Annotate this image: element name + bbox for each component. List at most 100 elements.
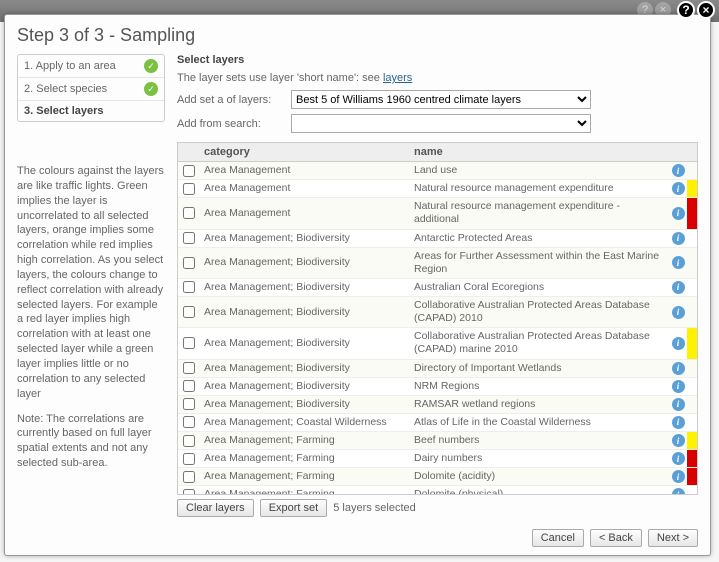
row-checkbox[interactable] [183, 471, 195, 483]
row-name: Collaborative Australian Protected Areas… [410, 328, 669, 358]
add-search-select[interactable] [291, 114, 591, 133]
row-checkbox[interactable] [183, 453, 195, 465]
row-name: Atlas of Life in the Coastal Wilderness [410, 414, 669, 431]
table-row: Area Management; Coastal WildernessAtlas… [178, 414, 697, 432]
row-name: Dairy numbers [410, 450, 669, 467]
row-checkbox[interactable] [183, 337, 195, 349]
cancel-button[interactable]: Cancel [532, 529, 584, 547]
desc-prefix: The layer sets use layer 'short name': s… [177, 72, 383, 84]
info-icon[interactable]: i [672, 470, 685, 483]
wizard-step[interactable]: 3. Select layers [18, 101, 164, 121]
info-icon[interactable]: i [672, 416, 685, 429]
table-row: Area Management; BiodiversityRAMSAR wetl… [178, 396, 697, 414]
row-checkbox[interactable] [183, 183, 195, 195]
step-label: 2. Select species [24, 83, 107, 95]
row-category: Area Management [200, 162, 410, 179]
row-checkbox[interactable] [183, 207, 195, 219]
table-row: Area Management; BiodiversityCollaborati… [178, 297, 697, 328]
row-checkbox[interactable] [183, 165, 195, 177]
clear-layers-button[interactable]: Clear layers [177, 499, 254, 517]
row-checkbox[interactable] [183, 489, 195, 494]
row-name: RAMSAR wetland regions [410, 396, 669, 413]
layers-link[interactable]: layers [383, 72, 412, 84]
info-icon[interactable]: i [672, 281, 685, 294]
table-row: Area ManagementNatural resource manageme… [178, 198, 697, 229]
info-icon[interactable]: i [672, 256, 685, 269]
export-set-button[interactable]: Export set [260, 499, 328, 517]
correlation-indicator [687, 378, 697, 395]
row-checkbox[interactable] [183, 398, 195, 410]
table-body[interactable]: Area ManagementLand useiArea ManagementN… [178, 162, 697, 494]
row-category: Area Management; Biodiversity [200, 230, 410, 247]
wizard-step[interactable]: 1. Apply to an area✓ [18, 55, 164, 78]
correlation-indicator [687, 180, 697, 197]
correlation-indicator [687, 432, 697, 449]
row-name: Dolomite (acidity) [410, 468, 669, 485]
row-checkbox[interactable] [183, 232, 195, 244]
row-checkbox[interactable] [183, 257, 195, 269]
layers-table: category name Area ManagementLand useiAr… [177, 142, 698, 495]
row-checkbox[interactable] [183, 306, 195, 318]
row-checkbox[interactable] [183, 281, 195, 293]
table-row: Area Management; FarmingDairy numbersi [178, 450, 697, 468]
correlation-indicator [687, 279, 697, 296]
correlation-indicator [687, 396, 697, 413]
row-name: Antarctic Protected Areas [410, 230, 669, 247]
table-row: Area Management; FarmingDolomite (physic… [178, 486, 697, 494]
info-icon[interactable]: i [672, 207, 685, 220]
row-category: Area Management; Biodiversity [200, 396, 410, 413]
help-text: The colours against the layers are like … [17, 164, 165, 471]
info-icon[interactable]: i [672, 182, 685, 195]
row-checkbox[interactable] [183, 380, 195, 392]
table-row: Area Management; FarmingBeef numbersi [178, 432, 697, 450]
close-icon[interactable]: × [697, 1, 715, 19]
correlation-indicator [687, 468, 697, 485]
next-button[interactable]: Next > [648, 529, 698, 547]
correlation-indicator [687, 230, 697, 247]
info-icon[interactable]: i [672, 434, 685, 447]
info-icon[interactable]: i [672, 380, 685, 393]
row-category: Area Management; Farming [200, 468, 410, 485]
table-row: Area Management; BiodiversityDirectory o… [178, 360, 697, 378]
info-icon[interactable]: i [672, 398, 685, 411]
table-row: Area ManagementNatural resource manageme… [178, 180, 697, 198]
info-icon[interactable]: i [672, 306, 685, 319]
row-checkbox[interactable] [183, 416, 195, 428]
section-heading: Select layers [177, 54, 698, 66]
help-paragraph-1: The colours against the layers are like … [17, 164, 165, 402]
row-category: Area Management; Biodiversity [200, 248, 410, 278]
row-category: Area Management; Biodiversity [200, 378, 410, 395]
info-icon[interactable]: i [672, 488, 685, 494]
table-row: Area Management; FarmingDolomite (acidit… [178, 468, 697, 486]
row-name: Directory of Important Wetlands [410, 360, 669, 377]
back-button[interactable]: < Back [590, 529, 642, 547]
row-name: NRM Regions [410, 378, 669, 395]
col-category[interactable]: category [200, 143, 410, 161]
info-icon[interactable]: i [672, 337, 685, 350]
row-checkbox[interactable] [183, 362, 195, 374]
row-category: Area Management; Biodiversity [200, 297, 410, 327]
add-set-label: Add set a of layers: [177, 94, 287, 106]
correlation-indicator [687, 450, 697, 467]
table-row: Area Management; BiodiversityAntarctic P… [178, 230, 697, 248]
row-category: Area Management; Farming [200, 432, 410, 449]
row-name: Natural resource management expenditure … [410, 198, 669, 228]
add-set-select[interactable]: Best 5 of Williams 1960 centred climate … [291, 90, 591, 109]
info-icon[interactable]: i [672, 362, 685, 375]
col-name[interactable]: name [410, 143, 653, 161]
table-row: Area Management; BiodiversityNRM Regions… [178, 378, 697, 396]
row-checkbox[interactable] [183, 435, 195, 447]
correlation-indicator [687, 486, 697, 494]
help-icon[interactable]: ? [677, 1, 695, 19]
correlation-indicator [687, 360, 697, 377]
info-icon[interactable]: i [672, 452, 685, 465]
table-row: Area ManagementLand usei [178, 162, 697, 180]
wizard-steps: 1. Apply to an area✓2. Select species✓3.… [17, 54, 165, 122]
correlation-indicator [687, 328, 697, 358]
correlation-indicator [687, 198, 697, 228]
sampling-dialog: Step 3 of 3 - Sampling 1. Apply to an ar… [4, 14, 711, 556]
info-icon[interactable]: i [672, 232, 685, 245]
info-icon[interactable]: i [672, 164, 685, 177]
wizard-step[interactable]: 2. Select species✓ [18, 78, 164, 101]
row-category: Area Management; Farming [200, 486, 410, 494]
